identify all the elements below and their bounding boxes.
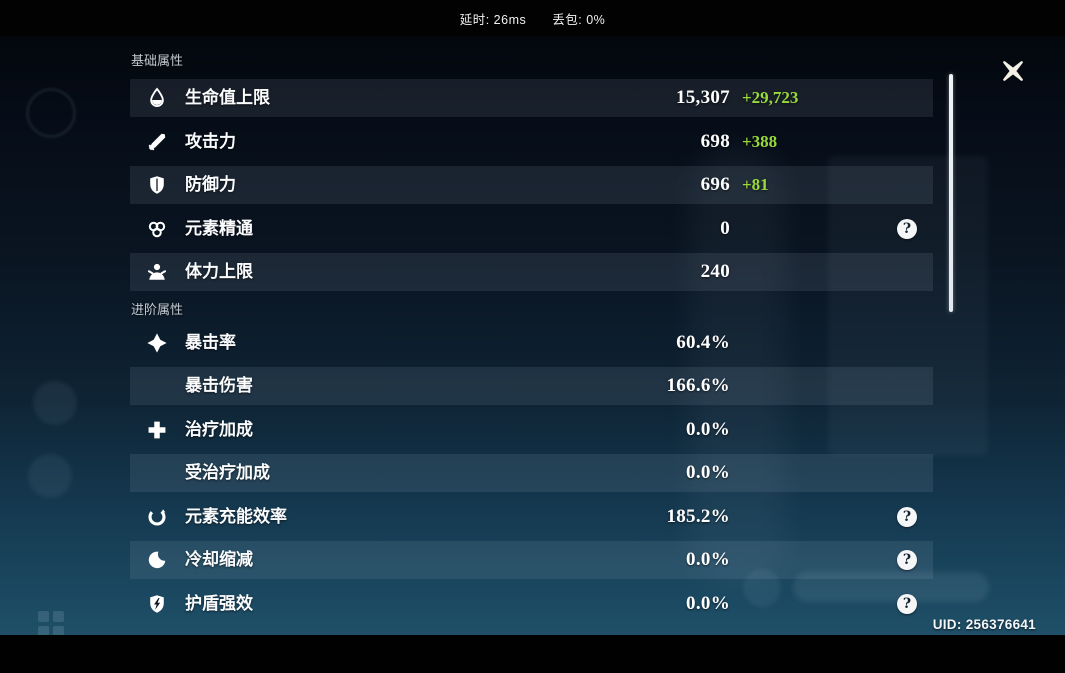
stat-row: 体力上限 240 <box>130 253 933 291</box>
menu-grid-icon <box>38 611 64 637</box>
section-title: 基础属性 <box>131 53 184 68</box>
stat-label: 暴击伤害 <box>185 376 253 395</box>
energy-recharge-icon <box>146 506 168 528</box>
game-scene-background <box>0 36 1065 637</box>
stat-value: 0.0% <box>686 549 730 570</box>
help-question-icon[interactable]: ? <box>897 593 917 614</box>
stat-row: 暴击率 60.4% <box>130 324 933 362</box>
shield-strength-icon <box>146 593 168 615</box>
background-window-ghost <box>828 156 988 456</box>
stat-bonus-value: +29,723 <box>742 88 799 107</box>
stat-label: 生命值上限 <box>185 88 270 107</box>
stat-label: 冷却缩减 <box>185 550 253 569</box>
stat-row: 治疗加成 0.0% <box>130 411 933 449</box>
help-question-icon[interactable]: ? <box>897 218 917 239</box>
stat-value: 696 <box>700 174 730 195</box>
stat-value: 0.0% <box>686 592 730 614</box>
stat-label: 元素充能效率 <box>185 506 287 526</box>
close-icon <box>1000 58 1026 84</box>
stat-bonus-value: +388 <box>742 131 778 151</box>
cooldown-crescent-icon <box>146 549 168 571</box>
stamina-person-icon <box>146 261 168 283</box>
stat-row: 护盾强效 0.0%? <box>130 585 933 623</box>
stat-label: 护盾强效 <box>185 593 253 613</box>
stat-label: 暴击率 <box>185 332 236 352</box>
stat-value: 240 <box>700 261 730 282</box>
stat-label: 攻击力 <box>185 131 236 151</box>
stat-value: 185.2% <box>666 505 730 527</box>
help-question-icon[interactable]: ? <box>897 550 917 570</box>
healing-cross-icon <box>146 419 168 441</box>
section-title: 进阶属性 <box>131 301 184 317</box>
stat-value: 166.6% <box>666 375 730 396</box>
stat-row: 受治疗加成 0.0% <box>130 454 933 492</box>
panel-scrollbar[interactable] <box>949 74 953 312</box>
stat-value: 0 <box>720 217 730 239</box>
background-button-ghost <box>743 569 781 607</box>
defense-shield-icon <box>146 174 168 196</box>
stat-value: 0.0% <box>686 418 730 440</box>
stat-label: 体力上限 <box>185 262 253 281</box>
element-sigil-ghost <box>26 88 76 138</box>
latency-text: 延时: 26ms <box>459 12 527 27</box>
stat-row: 防御力 696 +81 <box>130 166 933 204</box>
help-question-icon[interactable]: ? <box>897 506 917 527</box>
party-avatar-ghost-2 <box>28 454 72 498</box>
stat-label: 治疗加成 <box>185 419 253 439</box>
stat-row: 冷却缩减 0.0%? <box>130 541 933 579</box>
hp-droplet-icon <box>146 87 168 109</box>
stat-label: 元素精通 <box>185 218 253 238</box>
close-button[interactable] <box>997 55 1029 87</box>
stat-row: 元素精通 0? <box>130 210 933 248</box>
crit-rate-star-icon <box>146 332 168 354</box>
party-avatar-ghost-1 <box>33 381 77 425</box>
stat-row: 生命值上限 15,307 +29,723 <box>130 79 933 117</box>
stat-row: 暴击伤害 166.6% <box>130 367 933 405</box>
stat-row: 攻击力 698 +388 <box>130 123 933 161</box>
stat-value: 698 <box>700 130 730 152</box>
elemental-mastery-icon <box>146 218 168 240</box>
stat-value: 60.4% <box>676 331 730 353</box>
attributes-panel: 基础属性生命值上限 15,307 +29,723 攻击力 698 +388 防御力 696 +8… <box>130 52 933 628</box>
uid-text: UID: 256376641 <box>932 617 1036 632</box>
letterbox-bottom <box>0 635 1065 673</box>
stat-value: 15,307 <box>675 87 730 108</box>
stat-label: 防御力 <box>185 175 236 194</box>
packet-loss-text: 丢包: 0% <box>552 12 606 27</box>
stat-label: 受治疗加成 <box>185 463 270 482</box>
character-silhouette <box>690 146 785 586</box>
system-status-bar: 延时: 26ms 丢包: 0% <box>0 0 1065 36</box>
stat-bonus-value: +81 <box>742 175 769 194</box>
attack-sword-icon <box>146 131 168 153</box>
background-pill-button-ghost <box>793 572 989 602</box>
stat-value: 0.0% <box>686 462 730 483</box>
stat-row: 元素充能效率 185.2%? <box>130 498 933 536</box>
network-status: 延时: 26ms 丢包: 0% <box>460 9 606 28</box>
